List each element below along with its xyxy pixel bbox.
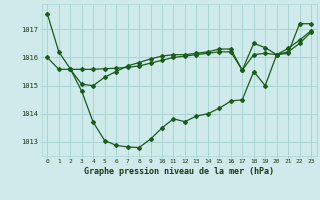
X-axis label: Graphe pression niveau de la mer (hPa): Graphe pression niveau de la mer (hPa) bbox=[84, 167, 274, 176]
